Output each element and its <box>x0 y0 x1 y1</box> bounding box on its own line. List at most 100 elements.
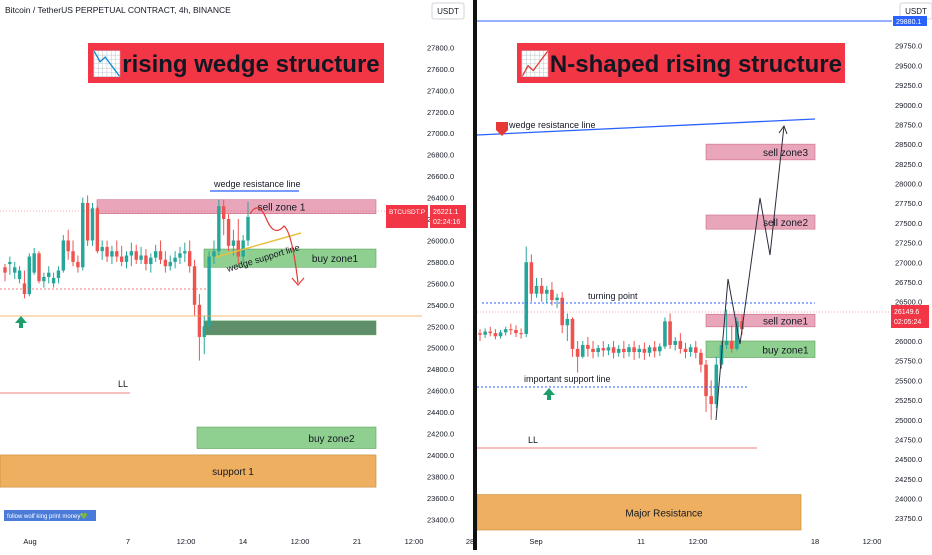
candle-body <box>596 348 600 353</box>
zone-sell <box>705 313 816 328</box>
left-chart-pane[interactable]: sell zone 1 buy zone1 buy zone2 support 1 27… <box>0 0 473 550</box>
candle-body <box>678 341 683 349</box>
y-tick-label: 26400.0 <box>427 194 454 203</box>
y-tick-label: 23400.0 <box>427 515 454 524</box>
zone-buy <box>203 248 377 268</box>
zone-label: buy zone1 <box>762 345 809 356</box>
candle-body <box>663 321 667 347</box>
currency-label: USDT <box>437 7 459 16</box>
candle-body <box>735 321 739 349</box>
zone-label: buy zone2 <box>308 434 355 445</box>
y-tick-label: 26500.0 <box>895 298 922 307</box>
x-tick-label: 7 <box>126 537 130 546</box>
wedge-resistance-label: wedge resistance line <box>508 120 596 130</box>
y-tick-label: 25200.0 <box>427 322 454 331</box>
candle-body <box>550 289 554 301</box>
turning-point-label: turning point <box>588 291 638 301</box>
candle-body <box>85 202 90 241</box>
candle-body <box>139 255 143 260</box>
y-tick-label: 24000.0 <box>895 495 922 504</box>
candle-body <box>168 261 172 267</box>
y-tick-label: 24200.0 <box>427 429 454 438</box>
y-tick-label: 24500.0 <box>895 455 922 464</box>
y-tick-label: 24800.0 <box>427 365 454 374</box>
right-chart-pane[interactable]: sell zone3 sell zone2 sell zone1 buy zone1 M… <box>466 0 932 550</box>
price-tag-countdown: 02:24:16 <box>433 219 460 226</box>
promo-badge-text: follow wolf king print money💚 <box>7 512 88 520</box>
x-tick-label: 14 <box>239 537 247 546</box>
y-tick-label: 29500.0 <box>895 61 922 70</box>
currency-selector[interactable] <box>431 2 465 20</box>
zone-sell <box>705 143 816 161</box>
candle-body <box>134 251 138 260</box>
y-tick-label: 25000.0 <box>427 344 454 353</box>
candle-body <box>529 262 534 294</box>
candle-body <box>144 255 148 265</box>
y-tick-label: 27000.0 <box>895 258 922 267</box>
candle-body <box>8 261 12 265</box>
zone-sell <box>705 214 816 230</box>
pane-background <box>477 0 932 550</box>
y-tick-label: 29000.0 <box>895 101 922 110</box>
y-tick-label: 26000.0 <box>895 337 922 346</box>
candle-body <box>95 208 100 252</box>
important-support-label: important support line <box>524 374 611 384</box>
x-tick-label: 28 <box>466 537 474 546</box>
title-banner <box>517 43 845 83</box>
zone-label: Major Resistance <box>625 508 703 519</box>
candle-body <box>13 267 17 273</box>
symbol-title: Bitcoin / TetherUS PERPETUAL CONTRACT, 4… <box>5 5 231 15</box>
candle-body <box>565 318 570 326</box>
candle-body <box>217 206 221 252</box>
y-tick-label: 26800.0 <box>427 151 454 160</box>
candle-body <box>51 278 56 284</box>
candle-body <box>493 333 498 337</box>
candle-body <box>192 266 197 305</box>
candle-body <box>539 285 544 294</box>
candle-body <box>704 364 708 397</box>
candle-body <box>158 251 163 260</box>
candle-body <box>149 257 153 265</box>
zone-label: buy zone1 <box>312 254 359 265</box>
candle-body <box>555 297 559 301</box>
y-tick-label: 25600.0 <box>427 279 454 288</box>
x-tick-label: 12:00 <box>405 537 424 546</box>
zone-support <box>0 454 377 488</box>
candle-body <box>524 262 529 334</box>
candle-body <box>616 348 621 353</box>
price-tag <box>430 205 466 228</box>
candle-body <box>81 202 85 268</box>
zone-label: sell zone3 <box>763 148 808 159</box>
candle-body <box>42 276 46 282</box>
y-tick-label: 27600.0 <box>427 65 454 74</box>
y-tick-label: 27250.0 <box>895 239 922 248</box>
top-level-tag <box>893 16 927 26</box>
wedge-support-line <box>215 232 302 258</box>
zone-label: sell zone 1 <box>258 203 306 214</box>
candle-body <box>709 396 713 404</box>
price-tag <box>891 305 929 328</box>
candle-body <box>71 251 75 262</box>
y-tick-label: 29250.0 <box>895 81 922 90</box>
candle-body <box>124 255 129 262</box>
zone-sell <box>96 199 377 214</box>
x-tick-label: 12:00 <box>177 537 196 546</box>
y-tick-label: 28250.0 <box>895 160 922 169</box>
ll-label: LL <box>528 435 538 445</box>
candle-body <box>570 318 575 349</box>
zone-label: sell zone1 <box>763 317 808 328</box>
candle-body <box>483 331 487 335</box>
candle-body <box>683 348 688 353</box>
y-tick-label: 27000.0 <box>427 129 454 138</box>
zone-label: sell zone2 <box>763 218 808 229</box>
price-tag-countdown: 02:05:24 <box>894 319 921 326</box>
candle-body <box>627 347 631 353</box>
candle-body <box>560 297 564 326</box>
candle-body <box>231 240 236 246</box>
down-arrow-icon <box>496 122 508 136</box>
y-tick-label: 26000.0 <box>427 236 454 245</box>
candle-body <box>17 270 22 280</box>
y-tick-label: 23800.0 <box>427 472 454 481</box>
y-tick-label: 27400.0 <box>427 86 454 95</box>
